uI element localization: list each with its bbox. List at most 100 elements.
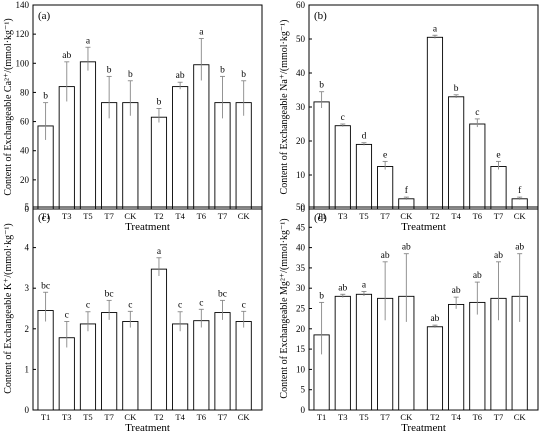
y-tick-label: 20	[20, 175, 30, 185]
category-label: T2	[430, 211, 439, 221]
y-tick-label: 120	[16, 29, 30, 39]
category-label: CK	[124, 412, 137, 422]
category-label: T7	[494, 412, 503, 422]
bar	[101, 312, 118, 411]
category-label: CK	[238, 211, 251, 221]
significance-letter: ab	[494, 251, 503, 261]
x-axis-label: Treatment	[401, 422, 446, 433]
significance-letter: ab	[430, 314, 439, 324]
significance-letter: b	[319, 81, 324, 91]
category-label: T3	[338, 211, 347, 221]
category-label: T4	[451, 211, 461, 221]
chart-panel-1: 0 10 20 30 40 50 60 (b) Content of Exchangeable …	[279, 0, 539, 233]
y-tick-label: 60	[20, 117, 30, 127]
y-tick-label: 0	[301, 405, 306, 415]
category-label: T1	[41, 211, 50, 221]
y-axis-label: Content of Exchangeable Mg²⁺/(mmol·kg⁻¹)	[279, 218, 290, 398]
category-label: T6	[197, 211, 206, 221]
panel-label: (d)	[314, 212, 327, 224]
significance-letter: ab	[515, 243, 524, 253]
significance-letter: f	[405, 185, 409, 196]
significance-letter: e	[496, 150, 500, 160]
significance-letter: bc	[41, 281, 50, 291]
category-label: T5	[359, 211, 368, 221]
chart-panel-0: 0 20 40 60 80 100 120 140 (a) Content of Exchange…	[3, 0, 263, 233]
y-tick-label: 5	[25, 202, 30, 212]
y-tick-label: 20	[296, 324, 306, 334]
bar	[150, 268, 168, 411]
bar	[58, 337, 75, 411]
y-tick-label: 4	[25, 243, 30, 253]
bar	[469, 123, 486, 210]
bar	[334, 295, 351, 411]
significance-letter: ab	[402, 243, 411, 253]
significance-letter: ab	[176, 71, 185, 81]
y-tick-label: 1	[25, 364, 30, 374]
category-label: T7	[380, 412, 389, 422]
bar	[172, 323, 189, 411]
bar	[377, 166, 394, 210]
chart-panel-2: 0 1 2 3 4 5 (c) Content of Exchangeable K⁺/(mmo…	[3, 202, 263, 433]
category-label: T1	[317, 211, 326, 221]
y-tick-label: 5	[301, 385, 306, 395]
significance-letter: a	[157, 247, 162, 257]
y-tick-label: 50	[296, 202, 306, 212]
significance-letter: ab	[381, 251, 390, 261]
significance-letter: bc	[105, 289, 114, 299]
significance-letter: a	[199, 28, 204, 38]
bar	[150, 116, 168, 210]
bar	[313, 101, 330, 210]
bar	[426, 326, 444, 411]
category-label: T3	[62, 211, 71, 221]
category-label: CK	[400, 412, 413, 422]
y-tick-label: 40	[296, 243, 306, 253]
category-label: T6	[473, 412, 482, 422]
panel-label: (c)	[38, 212, 51, 224]
bar	[58, 86, 75, 210]
bar	[214, 312, 231, 411]
y-tick-label: 2	[25, 324, 30, 334]
category-label: T7	[494, 211, 503, 221]
bar	[214, 102, 231, 210]
y-tick-label: 0	[25, 405, 30, 415]
significance-letter: b	[43, 92, 48, 102]
category-label: T6	[473, 211, 482, 221]
significance-letter: ab	[62, 51, 71, 61]
category-label: T2	[430, 412, 439, 422]
significance-letter: f	[518, 185, 522, 196]
category-label: T6	[197, 412, 206, 422]
y-tick-label: 10	[296, 364, 306, 374]
x-axis-label: Treatment	[125, 221, 170, 233]
bar	[426, 36, 444, 210]
significance-letter: b	[319, 291, 324, 301]
significance-letter: ab	[473, 271, 482, 281]
y-tick-label: 45	[296, 222, 306, 232]
y-tick-label: 3	[25, 283, 30, 293]
significance-letter: ab	[452, 286, 461, 296]
y-tick-label: 15	[296, 344, 306, 354]
bar	[79, 323, 97, 411]
bar	[334, 125, 351, 210]
bar	[448, 96, 465, 210]
category-label: T3	[62, 412, 71, 422]
panel-label: (a)	[38, 10, 51, 22]
significance-letter: c	[242, 300, 246, 310]
y-tick-label: 0	[25, 204, 30, 214]
category-label: T2	[154, 412, 163, 422]
significance-letter: b	[157, 97, 162, 107]
y-tick-label: 40	[20, 146, 30, 156]
category-label: T3	[338, 412, 347, 422]
category-label: T1	[41, 412, 50, 422]
category-label: T4	[175, 412, 185, 422]
significance-letter: c	[128, 300, 132, 310]
significance-letter: c	[65, 310, 69, 320]
significance-letter: a	[362, 280, 367, 290]
bar	[193, 320, 210, 411]
significance-letter: a	[433, 24, 438, 34]
bar	[172, 86, 189, 210]
significance-letter: ab	[338, 283, 347, 293]
y-tick-label: 100	[16, 58, 30, 68]
x-axis-label: Treatment	[125, 422, 170, 433]
y-tick-label: 40	[296, 68, 306, 78]
